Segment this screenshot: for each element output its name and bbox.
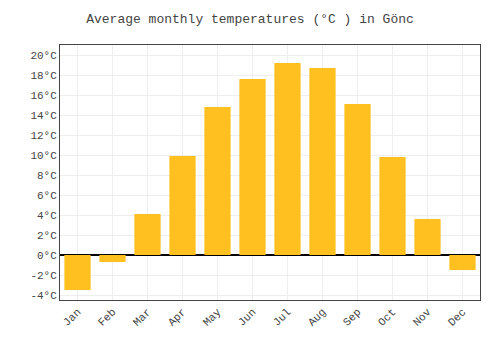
svg-text:10°C: 10°C [30,150,57,162]
svg-text:12°C: 12°C [30,130,57,142]
svg-text:16°C: 16°C [30,90,57,102]
svg-text:Jul: Jul [271,306,293,328]
svg-text:Average monthly temperatures (: Average monthly temperatures (°C ) in Gö… [86,12,414,27]
svg-text:May: May [201,306,224,329]
svg-text:Sep: Sep [341,306,363,328]
svg-text:Jan: Jan [61,306,83,328]
svg-text:0°C: 0°C [37,250,57,262]
svg-text:Oct: Oct [376,306,398,328]
svg-text:Nov: Nov [411,306,434,329]
svg-text:6°C: 6°C [37,190,57,202]
svg-text:2°C: 2°C [37,230,57,242]
svg-text:-2°C: -2°C [30,270,57,282]
svg-text:Feb: Feb [96,306,118,328]
svg-text:14°C: 14°C [30,110,57,122]
svg-text:Dec: Dec [446,306,468,328]
svg-text:-4°C: -4°C [30,290,57,302]
svg-text:Jun: Jun [236,306,258,328]
svg-text:Aug: Aug [306,306,328,328]
svg-text:18°C: 18°C [30,70,57,82]
svg-text:Apr: Apr [166,306,188,328]
svg-text:8°C: 8°C [37,170,57,182]
svg-text:20°C: 20°C [30,50,57,62]
svg-text:4°C: 4°C [37,210,57,222]
svg-text:Mar: Mar [131,306,153,328]
